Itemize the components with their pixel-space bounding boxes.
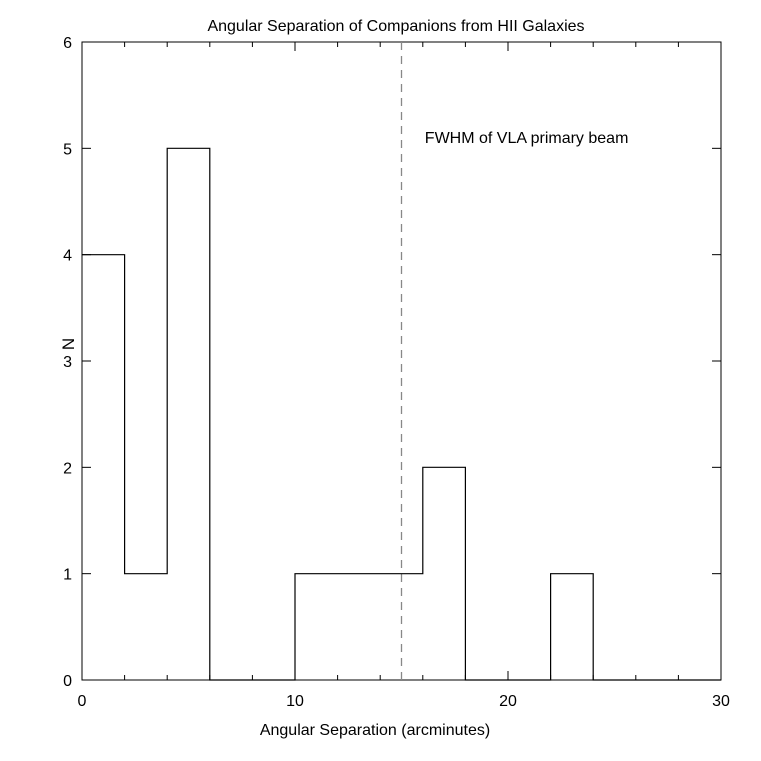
fwhm-annotation: FWHM of VLA primary beam bbox=[425, 130, 629, 147]
y-tick-label: 6 bbox=[63, 35, 72, 52]
histogram-bar bbox=[167, 148, 210, 680]
histogram-bar bbox=[295, 574, 338, 680]
y-tick-label: 2 bbox=[63, 460, 72, 477]
y-tick-label: 0 bbox=[63, 673, 72, 690]
histogram-bars bbox=[82, 148, 593, 680]
x-tick-label: 0 bbox=[78, 693, 87, 710]
y-axis-label: N bbox=[59, 338, 78, 350]
histogram-bar bbox=[423, 467, 466, 680]
x-axis-label: Angular Separation (arcminutes) bbox=[260, 722, 490, 739]
y-tick-label: 5 bbox=[63, 141, 72, 158]
x-tick-label: 30 bbox=[712, 693, 730, 710]
x-tick-label: 10 bbox=[286, 693, 304, 710]
axis-tick-labels: 0 10 20 30 0 1 2 3 4 5 6 bbox=[63, 35, 730, 710]
histogram-bar bbox=[551, 574, 594, 680]
y-tick-label: 1 bbox=[63, 567, 72, 584]
histogram-bar bbox=[338, 574, 381, 680]
chart-title: Angular Separation of Companions from HI… bbox=[207, 18, 584, 35]
histogram-bar bbox=[125, 574, 168, 680]
y-tick-label: 3 bbox=[63, 354, 72, 371]
x-tick-label: 20 bbox=[499, 693, 517, 710]
histogram-outline bbox=[82, 147, 721, 681]
y-tick-label: 4 bbox=[63, 248, 72, 265]
